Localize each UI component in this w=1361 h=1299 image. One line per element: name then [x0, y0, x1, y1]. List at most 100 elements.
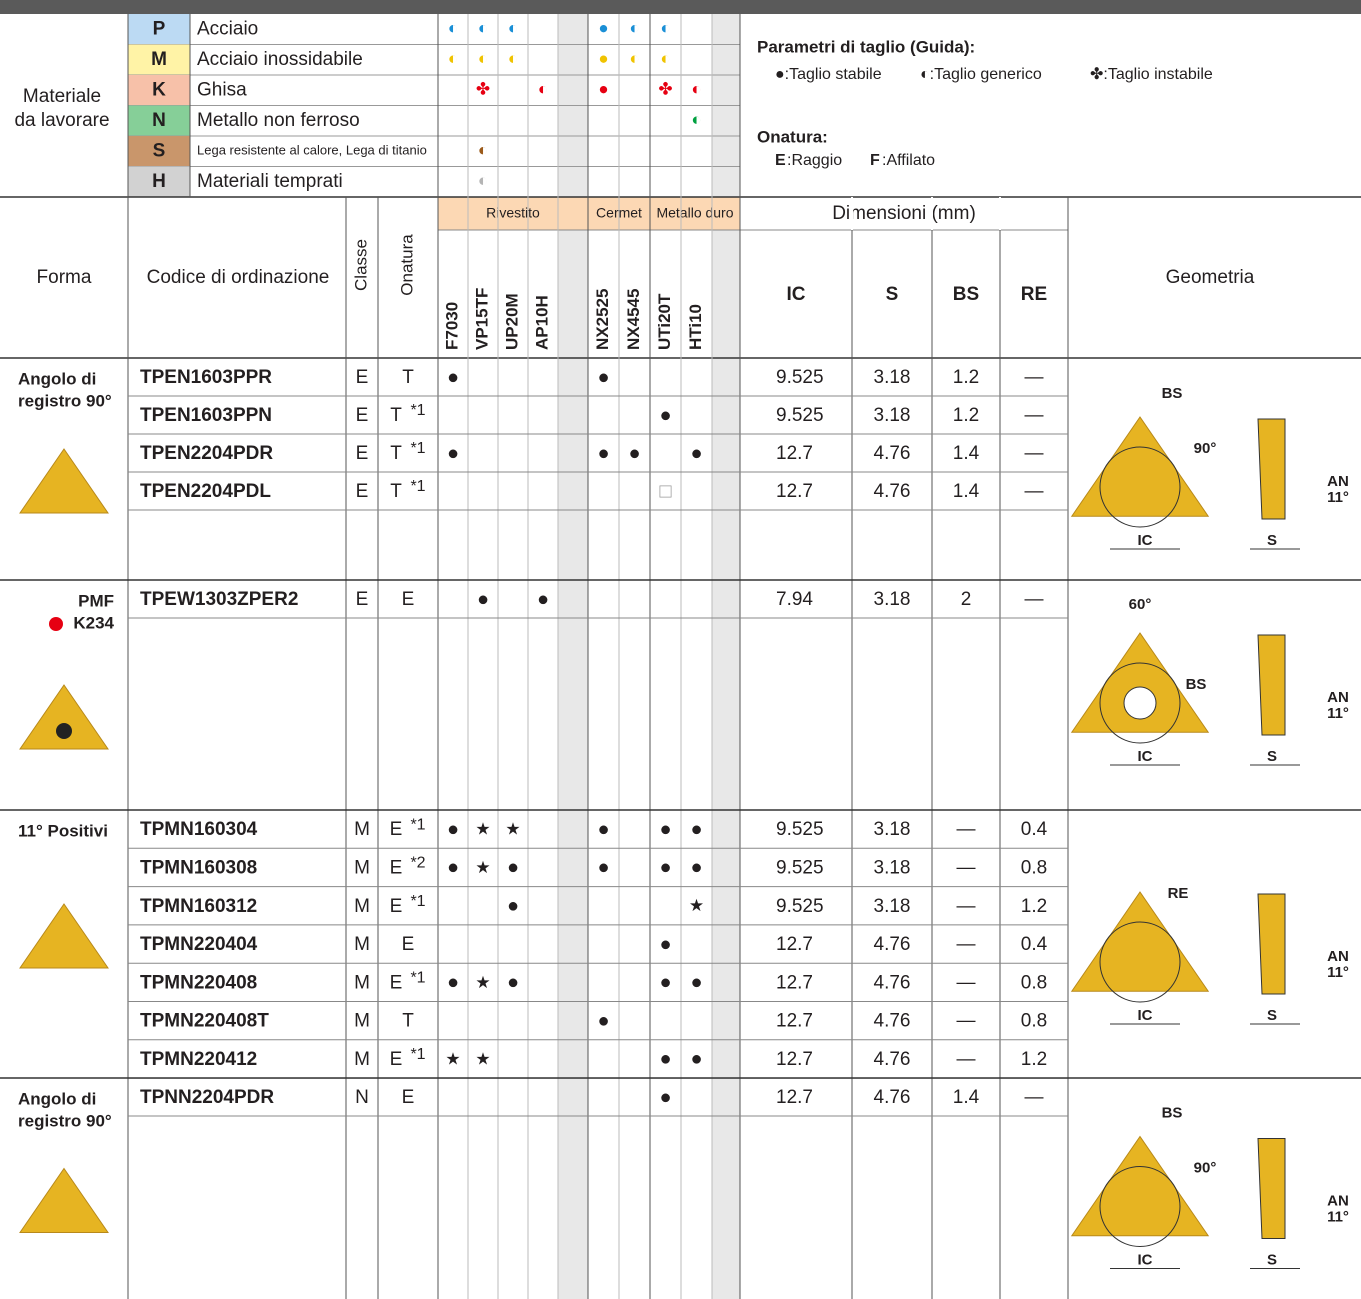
material-name: Acciaio: [197, 18, 258, 39]
order-code: TPMN220408: [140, 972, 257, 993]
suitability-mark: ◐: [478, 49, 488, 68]
material-code-bg: [128, 166, 190, 197]
order-code: TPEN2204PDL: [140, 481, 271, 502]
suitability-mark: ◐: [448, 49, 458, 68]
dimension: 12.7: [776, 1011, 813, 1032]
dimension: 3.18: [874, 405, 911, 426]
geometry-hole: [1123, 686, 1157, 720]
grade-mark: ●: [659, 1048, 671, 1070]
dimension: 1.2: [1021, 1049, 1047, 1070]
order-code: TPMN160304: [140, 819, 258, 840]
grade-name: UP20M: [502, 293, 521, 350]
forma-label: registro 90°: [18, 1111, 112, 1130]
header-dim: S: [886, 284, 899, 305]
grade-mark: ●: [447, 972, 459, 994]
material-label: da lavorare: [14, 110, 109, 131]
onatura-note: *1: [410, 816, 425, 833]
dimension: 4.76: [874, 1087, 911, 1108]
dimension: 1.2: [1021, 896, 1047, 917]
dimension: 12.7: [776, 934, 813, 955]
grade-mark: ●: [447, 442, 459, 464]
material-code-bg: [128, 75, 190, 106]
geometry-label: AN: [1327, 1192, 1349, 1209]
geometry-side: [1257, 893, 1286, 995]
material-code-bg: [128, 44, 190, 75]
geometry-label: AN: [1327, 473, 1349, 490]
grade-mark: ●: [659, 972, 671, 994]
geometry-label: S: [1267, 748, 1277, 765]
material-code: P: [153, 18, 166, 39]
grade-mark: ★: [475, 820, 490, 839]
grade-group-bg: [438, 197, 588, 230]
material-code-bg: [128, 14, 190, 45]
dimension: 4.76: [874, 972, 911, 993]
suitability-mark: ◐: [660, 49, 670, 68]
dimension: —: [1025, 443, 1044, 464]
onatura: E: [402, 934, 415, 955]
onatura: E: [390, 819, 403, 840]
suitability-mark: ◐: [691, 110, 701, 129]
dimension: 9.525: [776, 857, 824, 878]
material-name: Metallo non ferroso: [197, 110, 360, 131]
geometry-label: 90°: [1194, 1159, 1217, 1176]
dimension: —: [1025, 405, 1044, 426]
classe: M: [354, 1049, 370, 1070]
classe: M: [354, 934, 370, 955]
dimension: 1.2: [953, 367, 979, 388]
material-code-bg: [128, 136, 190, 167]
dimension: 1.2: [953, 405, 979, 426]
onatura-key: F: [870, 152, 880, 169]
dimension: —: [957, 1011, 976, 1032]
dimension: 12.7: [776, 1087, 813, 1108]
grade-name: NX2525: [593, 289, 612, 350]
insert-photo: [19, 903, 109, 969]
geometry-label: BS: [1186, 676, 1207, 693]
forma-label: PMF: [78, 591, 114, 610]
grade-name: AP10H: [532, 295, 551, 350]
suitability-mark: ◐: [478, 19, 488, 38]
grade-mark: ★: [475, 973, 490, 992]
grade-mark: ●: [597, 366, 609, 388]
grade-mark: ★: [445, 1049, 460, 1068]
classe: E: [356, 405, 369, 426]
classe: E: [356, 589, 369, 610]
classe: E: [356, 443, 369, 464]
dimension: 7.94: [776, 589, 813, 610]
onatura-note: *2: [410, 855, 425, 872]
grade-mark: ●: [507, 895, 519, 917]
classe: M: [354, 819, 370, 840]
suitability-mark: ◐: [691, 80, 701, 99]
suitability-mark: ◐: [629, 19, 639, 38]
dimension: 0.4: [1021, 934, 1048, 955]
forma-label: registro 90°: [18, 391, 112, 410]
suitability-mark: ✤: [476, 80, 490, 99]
onatura: T: [390, 481, 402, 502]
insert-photo: [19, 684, 109, 750]
onatura-note: *1: [410, 1046, 425, 1063]
grade-mark: ●: [507, 857, 519, 879]
dimension: 2: [961, 589, 972, 610]
dimension: —: [957, 819, 976, 840]
dimension: 12.7: [776, 1049, 813, 1070]
order-code: TPMN160308: [140, 857, 257, 878]
classe: M: [354, 857, 370, 878]
onatura-title: Onatura:: [757, 127, 828, 146]
suitability-mark: ✤: [658, 80, 672, 99]
dimension: 9.525: [776, 367, 824, 388]
insert-hole: [56, 723, 72, 739]
suitability-mark: ◐: [448, 19, 458, 38]
geometry-ic: [1099, 446, 1181, 528]
insert-photo: [19, 1167, 109, 1233]
dimension: 3.18: [874, 896, 911, 917]
dimension: 1.4: [953, 1087, 980, 1108]
grade-mark: ★: [505, 820, 520, 839]
suitability-mark: ●: [598, 19, 608, 38]
header-dim: IC: [787, 284, 806, 305]
classe: E: [356, 481, 369, 502]
grade-mark: ●: [447, 366, 459, 388]
onatura-note: *1: [410, 970, 425, 987]
guide-item: ●:Taglio stabile: [775, 66, 882, 83]
grade-mark: ★: [475, 1049, 490, 1068]
classe: M: [354, 896, 370, 917]
grade-name: HTi10: [686, 304, 705, 350]
